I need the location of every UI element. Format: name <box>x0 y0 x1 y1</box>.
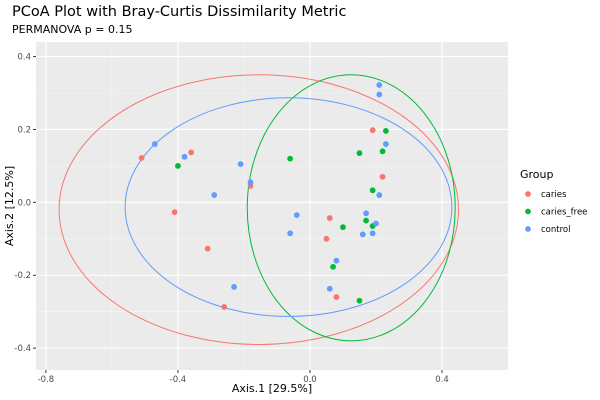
x-tick-label: 0.0 <box>303 375 317 385</box>
point-caries <box>204 245 211 252</box>
point-caries <box>323 235 330 242</box>
point-caries <box>369 127 376 134</box>
plot-panel <box>36 42 508 370</box>
point-caries_free <box>369 187 376 194</box>
point-control <box>376 91 383 98</box>
ellipse-control <box>124 97 453 317</box>
point-caries_free <box>356 150 363 157</box>
point-control <box>382 141 389 147</box>
data-points <box>138 82 389 310</box>
y-tick-label: -0.4 <box>14 344 31 354</box>
minor-gridlines <box>36 42 508 370</box>
point-control <box>373 220 379 227</box>
y-axis-title: Axis.2 [12.5%] <box>3 166 16 246</box>
point-control <box>151 141 158 147</box>
point-control <box>237 161 244 167</box>
y-tick-label: 0.0 <box>17 198 31 208</box>
x-tick-label: 0.4 <box>435 375 449 385</box>
point-caries_free <box>175 163 181 169</box>
y-tick-label: 0.4 <box>17 53 31 63</box>
point-caries <box>138 154 145 161</box>
x-tick-label: -0.4 <box>170 375 187 385</box>
point-caries <box>171 209 178 216</box>
x-axis-title: Axis.1 [29.5%] <box>232 382 312 395</box>
point-caries <box>221 304 228 310</box>
point-caries_free <box>330 263 336 270</box>
point-control <box>359 231 366 238</box>
legend-title: Group <box>520 168 554 181</box>
point-caries_free <box>356 297 363 304</box>
confidence-ellipses <box>58 74 459 345</box>
point-caries <box>333 294 340 301</box>
point-caries_free <box>287 155 294 162</box>
point-control <box>293 212 300 219</box>
point-control <box>363 210 369 217</box>
point-caries <box>188 149 195 156</box>
point-caries <box>326 215 333 221</box>
legend-key-caries <box>525 191 531 197</box>
ellipse-caries_free <box>246 74 456 342</box>
point-caries_free <box>379 148 386 155</box>
point-control <box>333 257 340 264</box>
point-control <box>287 230 294 237</box>
y-tick-label: 0.2 <box>17 125 31 135</box>
point-caries_free <box>363 217 369 224</box>
legend-key-control <box>525 226 531 232</box>
point-control <box>376 82 383 88</box>
point-control <box>326 285 333 292</box>
point-control <box>231 284 237 290</box>
x-axis-ticks: -0.8 -0.4 0.0 0.4 <box>38 370 449 385</box>
legend-label-caries_free: caries_free <box>541 208 587 218</box>
point-control <box>376 192 383 198</box>
point-caries_free <box>382 128 389 134</box>
chart-subtitle: PERMANOVA p = 0.15 <box>12 23 132 36</box>
point-control <box>247 179 254 186</box>
point-caries <box>379 173 386 180</box>
legend-label-control: control <box>541 225 570 235</box>
point-control <box>369 230 376 237</box>
ellipse-caries <box>58 74 459 345</box>
point-caries_free <box>340 224 346 231</box>
legend-label-caries: caries <box>541 190 567 200</box>
point-control <box>211 192 218 198</box>
y-axis-ticks: -0.4 -0.2 0.0 0.2 0.4 <box>14 53 36 354</box>
y-tick-label: -0.2 <box>14 271 31 281</box>
point-control <box>181 153 188 160</box>
x-tick-label: -0.8 <box>38 375 55 385</box>
chart-title: PCoA Plot with Bray-Curtis Dissimilarity… <box>12 4 346 20</box>
legend-key-caries_free <box>525 208 531 215</box>
